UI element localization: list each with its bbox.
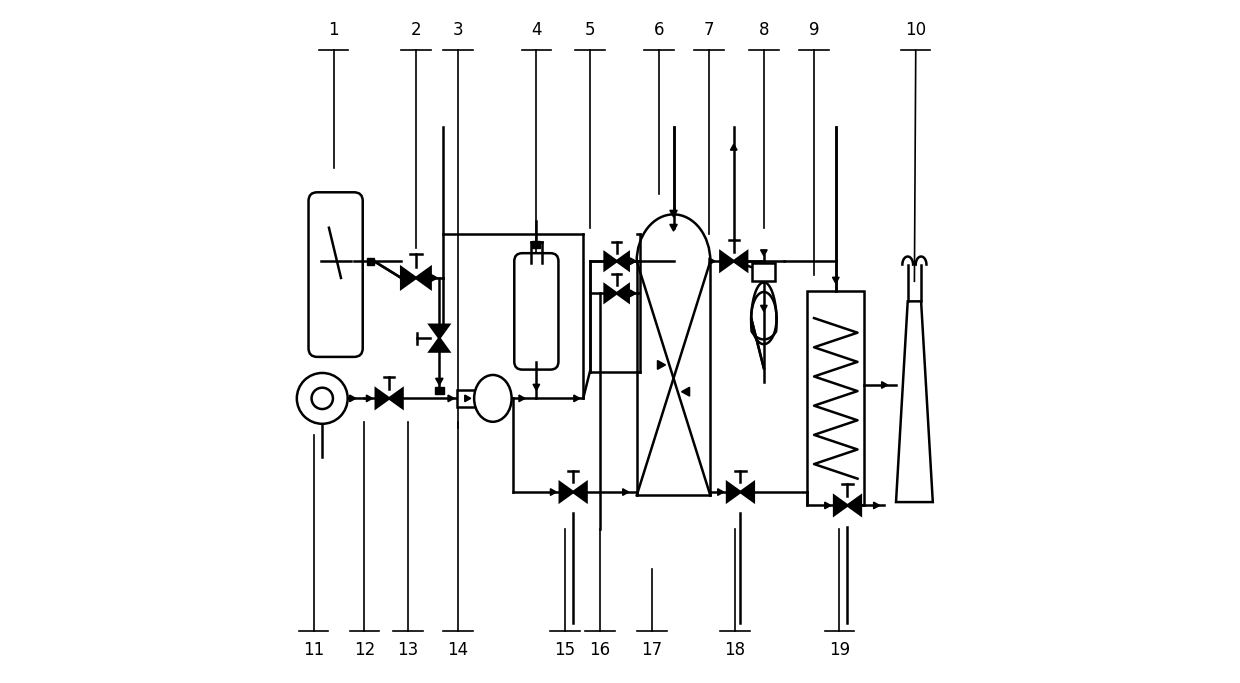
Polygon shape [605, 253, 616, 270]
Text: 18: 18 [724, 641, 745, 659]
Polygon shape [825, 502, 831, 509]
Circle shape [311, 388, 332, 409]
Text: 19: 19 [828, 641, 851, 659]
Text: 3: 3 [453, 21, 464, 39]
Polygon shape [430, 275, 438, 281]
FancyBboxPatch shape [515, 253, 558, 370]
Polygon shape [367, 258, 374, 264]
Polygon shape [727, 482, 740, 502]
Text: 11: 11 [303, 641, 324, 659]
Polygon shape [389, 389, 403, 408]
Text: 14: 14 [448, 641, 469, 659]
Text: 8: 8 [759, 21, 769, 39]
Polygon shape [740, 482, 754, 502]
Polygon shape [753, 262, 775, 281]
Polygon shape [682, 387, 689, 396]
Text: 12: 12 [353, 641, 374, 659]
Polygon shape [435, 387, 444, 393]
Polygon shape [415, 267, 430, 288]
Polygon shape [616, 285, 629, 302]
Polygon shape [366, 395, 372, 402]
Polygon shape [376, 389, 389, 408]
Polygon shape [574, 395, 580, 402]
Polygon shape [402, 267, 415, 288]
Polygon shape [573, 482, 587, 502]
Polygon shape [730, 144, 737, 150]
Polygon shape [430, 338, 449, 352]
Text: 1: 1 [329, 21, 339, 39]
Polygon shape [897, 301, 932, 502]
Polygon shape [458, 390, 475, 407]
FancyBboxPatch shape [309, 193, 363, 357]
Polygon shape [630, 290, 636, 296]
Polygon shape [465, 395, 471, 402]
Polygon shape [734, 251, 748, 271]
Polygon shape [533, 385, 539, 391]
Text: 6: 6 [653, 21, 665, 39]
Polygon shape [605, 285, 616, 302]
Text: 9: 9 [808, 21, 820, 39]
Circle shape [296, 373, 347, 423]
Text: 13: 13 [397, 641, 419, 659]
Polygon shape [520, 395, 525, 402]
Polygon shape [709, 258, 715, 264]
Polygon shape [760, 305, 768, 311]
Text: 7: 7 [704, 21, 714, 39]
Polygon shape [622, 489, 629, 495]
Ellipse shape [474, 375, 512, 422]
Text: 5: 5 [584, 21, 595, 39]
Polygon shape [760, 250, 768, 256]
Polygon shape [670, 225, 677, 231]
Polygon shape [832, 277, 839, 283]
Polygon shape [630, 258, 636, 264]
Polygon shape [807, 292, 864, 505]
Polygon shape [627, 258, 634, 264]
Polygon shape [874, 502, 879, 509]
Polygon shape [532, 241, 541, 248]
Polygon shape [718, 489, 724, 495]
Text: 10: 10 [905, 21, 926, 39]
Polygon shape [627, 290, 634, 296]
Polygon shape [448, 395, 454, 402]
Polygon shape [657, 361, 666, 370]
Polygon shape [551, 489, 557, 495]
Text: 16: 16 [589, 641, 610, 659]
Polygon shape [882, 382, 888, 389]
Polygon shape [616, 253, 629, 270]
Text: 17: 17 [641, 641, 662, 659]
Polygon shape [670, 210, 677, 217]
Polygon shape [847, 496, 861, 515]
Polygon shape [720, 251, 734, 271]
Polygon shape [435, 378, 443, 385]
Polygon shape [430, 325, 449, 338]
Text: 15: 15 [554, 641, 575, 659]
Text: 2: 2 [410, 21, 422, 39]
Polygon shape [350, 395, 356, 402]
Polygon shape [559, 482, 573, 502]
Text: 4: 4 [531, 21, 542, 39]
Polygon shape [835, 496, 847, 515]
